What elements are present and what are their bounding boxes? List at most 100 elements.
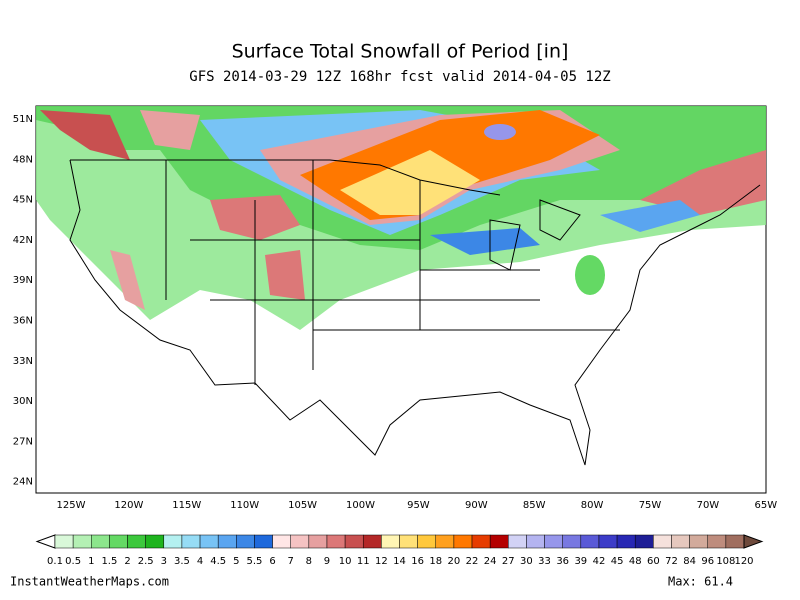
lat-label: 36N — [13, 316, 33, 327]
lat-label: 33N — [13, 356, 33, 367]
colorbar-swatch — [435, 534, 455, 549]
colorbar-swatch — [145, 534, 165, 549]
lon-label: 100W — [346, 500, 375, 511]
colorbar-swatch — [508, 534, 527, 549]
colorbar-label: 3 — [161, 556, 167, 567]
colorbar-label: 5 — [233, 556, 239, 567]
lon-label: 105W — [288, 500, 317, 511]
colorbar-label: 1 — [88, 556, 94, 567]
colorbar: 0.1 0.5 1 1.5 2 2.5 3 3.5 4 4.5 5 5.5 6 7 8 9 10 11 12 14 16… — [35, 534, 764, 567]
colorbar-label: 4 — [197, 556, 203, 567]
colorbar-label: 60 — [647, 556, 660, 567]
colorbar-label: 48 — [629, 556, 642, 567]
colorbar-swatch — [54, 534, 74, 549]
colorbar-arrow — [35, 534, 56, 549]
colorbar-swatch — [562, 534, 582, 549]
colorbar-label: 10 — [339, 556, 352, 567]
colorbar-arrow — [743, 534, 764, 549]
colorbar-label: 72 — [665, 556, 678, 567]
colorbar-swatch — [199, 534, 219, 549]
lon-label: 120W — [114, 500, 143, 511]
lon-label: 75W — [639, 500, 662, 511]
source: InstantWeatherMaps.com — [10, 575, 169, 589]
colorbar-label: 0.1 — [47, 556, 63, 567]
colorbar-label: 16 — [411, 556, 424, 567]
colorbar-swatch — [127, 534, 146, 549]
colorbar-label: 3.5 — [174, 556, 190, 567]
colorbar-label: 108 — [716, 556, 735, 567]
colorbar-label: 42 — [593, 556, 606, 567]
colorbar-swatch — [634, 534, 654, 549]
colorbar-swatch — [236, 534, 255, 549]
colorbar-swatch — [290, 534, 310, 549]
lat-label: 45N — [13, 195, 33, 206]
colorbar-label: 36 — [556, 556, 569, 567]
colorbar-label: 5.5 — [246, 556, 262, 567]
lat-label: 39N — [13, 275, 33, 286]
colorbar-swatch — [489, 534, 509, 549]
title: Surface Total Snowfall of Period [in] — [232, 41, 569, 63]
max-value: Max: 61.4 — [668, 575, 733, 589]
lon-label: 95W — [407, 500, 430, 511]
lat-label: 27N — [13, 436, 33, 447]
lat-label: 42N — [13, 235, 33, 246]
colorbar-label: 120 — [734, 556, 753, 567]
lon-label: 125W — [57, 500, 86, 511]
colorbar-label: 1.5 — [101, 556, 117, 567]
colorbar-label: 45 — [611, 556, 624, 567]
colorbar-label: 11 — [357, 556, 370, 567]
colorbar-label: 24 — [484, 556, 497, 567]
colorbar-label: 6 — [269, 556, 275, 567]
lon-label: 65W — [754, 500, 777, 511]
colorbar-label: 22 — [466, 556, 479, 567]
colorbar-swatch — [580, 534, 600, 549]
colorbar-swatch — [344, 534, 364, 549]
colorbar-swatch — [471, 534, 491, 549]
lon-label: 115W — [172, 500, 201, 511]
lat-label: 24N — [13, 477, 33, 488]
boundaries — [69, 159, 761, 466]
map-area — [35, 105, 767, 494]
colorbar-label: 20 — [448, 556, 461, 567]
subtitle: GFS 2014-03-29 12Z 168hr fcst valid 2014… — [189, 69, 610, 85]
colorbar-label: 33 — [538, 556, 551, 567]
colorbar-swatch — [544, 534, 563, 549]
colorbar-label: 2.5 — [138, 556, 154, 567]
lon-label: 90W — [465, 500, 488, 511]
colorbar-label: 30 — [520, 556, 533, 567]
colorbar-swatch — [417, 534, 437, 549]
lat-label: 51N — [13, 114, 33, 125]
colorbar-label: 2 — [124, 556, 130, 567]
lat-labels: 51N 48N 45N 42N 39N 36N 33N 30N 27N 24N — [13, 114, 33, 488]
colorbar-label: 84 — [683, 556, 696, 567]
colorbar-swatch — [362, 534, 382, 549]
colorbar-swatch — [181, 534, 201, 549]
colorbar-swatch — [453, 534, 473, 549]
colorbar-swatch — [91, 534, 110, 549]
colorbar-swatch — [381, 534, 400, 549]
colorbar-swatch — [653, 534, 672, 549]
lon-labels: 125W 120W 115W 110W 105W 100W 95W 90W 85W 80W 75W 7… — [57, 500, 778, 511]
colorbar-swatch — [254, 534, 273, 549]
colorbar-swatch — [399, 534, 418, 549]
colorbar-swatch — [526, 534, 545, 549]
colorbar-label: 18 — [429, 556, 442, 567]
colorbar-swatch — [725, 534, 745, 549]
lon-label: 80W — [581, 500, 604, 511]
colorbar-label: 4.5 — [210, 556, 226, 567]
colorbar-label: 96 — [701, 556, 714, 567]
colorbar-swatch — [72, 534, 92, 549]
colorbar-label: 9 — [324, 556, 330, 567]
colorbar-swatch — [308, 534, 328, 549]
lon-label: 110W — [230, 500, 259, 511]
lat-label: 48N — [13, 154, 33, 165]
colorbar-label: 12 — [375, 556, 388, 567]
colorbar-label: 39 — [574, 556, 587, 567]
colorbar-swatch — [689, 534, 708, 549]
colorbar-label: 14 — [393, 556, 406, 567]
colorbar-label: 0.5 — [65, 556, 81, 567]
lon-label: 85W — [523, 500, 546, 511]
colorbar-swatch — [272, 534, 291, 549]
